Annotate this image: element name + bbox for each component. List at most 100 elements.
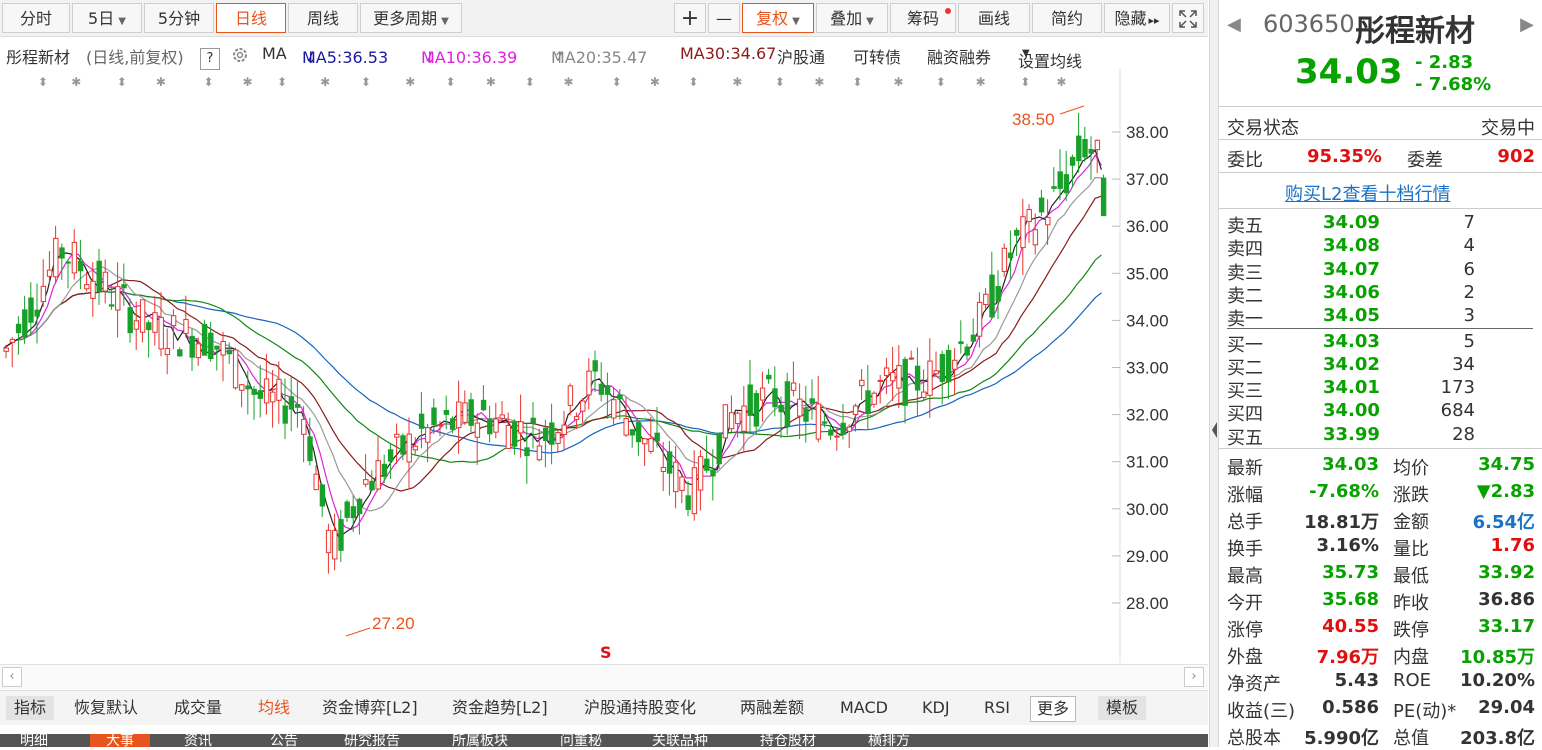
link-margin-trading[interactable]: 融资融券 [927,48,992,67]
event-marker-icon: ✱ [320,75,330,89]
nav-tab-sectors[interactable]: 所属板块 [452,734,508,747]
candle-body [77,260,84,272]
candle-body [828,429,834,436]
kline-chart[interactable]: 38.00 37.00 36.00 35.00 34.00 33.00 32.00 31.00… [0,68,1208,663]
y-tick-label: 37.00 [1126,170,1169,189]
period-more-dropdown[interactable]: 更多周期 ▼ [360,3,462,33]
period-tab-daily[interactable]: 日线 [216,3,286,33]
zoom-in-button[interactable]: + [674,3,706,33]
candle-body [40,285,47,303]
candle-body [356,498,363,515]
event-marker-icon: ⬍ [117,75,127,89]
fullscreen-button[interactable] [1172,3,1204,33]
ask-level-row[interactable]: 卖四 34.08 4 [1227,235,1475,261]
event-marker-icon: ⬍ [38,75,48,89]
indicator-tab-fund-trend[interactable]: 资金趋势[L2] [452,698,548,717]
nav-tab-news[interactable]: 资讯 [184,734,212,747]
ask-level-row[interactable]: 卖二 34.06 2 [1227,281,1475,307]
indicator-tab-margin-diff[interactable]: 两融差额 [740,698,805,717]
candle-body [425,427,431,443]
event-marker-icon: ⬍ [1020,75,1030,89]
candle-body [127,307,133,334]
candle-body [257,390,264,399]
panel-divider[interactable] [1209,0,1219,747]
indicator-tab-indicators[interactable]: 指标 [6,696,55,720]
candle-body [945,349,952,383]
candle-body [685,495,691,510]
candle-body [586,370,592,396]
stat-row: 换手 3.16% 量比 1.76 [1227,535,1535,560]
nav-tab-related[interactable]: 关联品种 [652,734,708,747]
candle-body [363,479,369,485]
indicator-tab-ma[interactable]: 均线 [258,698,291,717]
y-tick-label: 29.00 [1126,547,1169,566]
chip-distribution-button[interactable]: 筹码 [890,3,956,33]
high-price-label: 38.50 [1012,110,1055,129]
nav-tab-announcements[interactable]: 公告 [270,734,298,747]
bid-level-row[interactable]: 买一 34.03 5 [1227,330,1475,356]
ask-level-row[interactable]: 卖五 34.09 7 [1227,212,1475,237]
period-tab-intraday[interactable]: 分时 [2,3,70,33]
gear-icon[interactable] [230,45,250,69]
candle-body [511,421,518,447]
adjust-price-dropdown[interactable]: 复权 ▼ [742,3,814,33]
chart-scrollbar[interactable]: ‹ › [0,664,1208,689]
collapse-arrow-icon[interactable] [1210,420,1218,440]
indicator-tab-kdj[interactable]: KDJ [922,698,950,717]
bid-level-row[interactable]: 买三 34.01 173 [1227,377,1475,403]
nav-tab-ask-secretary[interactable]: 问董秘 [560,734,602,747]
indicator-tab-fund-game[interactable]: 资金博弈[L2] [322,698,418,717]
simple-mode-button[interactable]: 简约 [1032,3,1102,33]
indicator-tab-more[interactable]: 更多 [1030,696,1077,722]
bid-level-row[interactable]: 买五 33.99 28 [1227,423,1475,449]
indicator-tab-hk-holdings[interactable]: 沪股通持股变化 [584,698,697,717]
candle-body [648,438,654,452]
event-marker-icon: ⬍ [277,75,287,89]
zoom-out-button[interactable]: — [708,3,740,33]
candle-body [697,456,704,491]
ask-level-row[interactable]: 卖一 34.05 3 [1227,305,1475,331]
candle-body [1026,209,1032,222]
nav-tab-research[interactable]: 研究报告 [344,734,400,747]
candle-body [716,432,722,465]
candle-body [883,367,890,376]
draw-line-button[interactable]: 画线 [958,3,1030,33]
candle-body [400,435,406,455]
candle-body [666,451,673,474]
scroll-right-button[interactable]: › [1184,667,1204,687]
event-marker-icon: ⬍ [612,75,622,89]
event-marker-icon: ⬍ [775,75,785,89]
prev-stock-icon[interactable]: ◀ [1227,14,1241,35]
stat-row: 净资产 5.43 ROE 10.20% [1227,670,1535,695]
next-stock-icon[interactable]: ▶ [1520,14,1534,35]
indicator-tab-rsi[interactable]: RSI [984,698,1010,717]
candle-body [276,378,282,401]
candle-body [704,458,710,471]
period-tab-5min[interactable]: 5分钟 [144,3,214,33]
period-tab-weekly[interactable]: 周线 [288,3,358,33]
candle-body [914,365,921,391]
link-convertible-bond[interactable]: 可转债 [853,48,902,67]
separator [1219,172,1542,173]
hide-panel-button[interactable]: 隐藏 ▸▸ [1104,3,1170,33]
indicator-tab-volume[interactable]: 成交量 [174,698,223,717]
overlay-dropdown[interactable]: 叠加 ▼ [816,3,888,33]
ma10-line [3,154,1102,530]
indicator-tab-reset[interactable]: 恢复默认 [74,698,139,717]
separator [1219,448,1542,449]
nav-tab-holdings[interactable]: 持仓股材 [760,734,816,747]
buy-l2-link[interactable]: 购买L2查看十档行情 [1285,184,1451,205]
indicator-tab-macd[interactable]: MACD [840,698,888,717]
candle-body [9,338,16,343]
bid-level-row[interactable]: 买四 34.00 684 [1227,400,1475,426]
nav-tab-events[interactable]: 大事 [90,734,150,747]
nav-tab-horizontal[interactable]: 横排方 [868,734,910,747]
ask-level-row[interactable]: 卖三 34.07 6 [1227,258,1475,284]
scroll-left-button[interactable]: ‹ [2,667,22,687]
nav-tab-detail[interactable]: 明细 [20,734,48,747]
candle-body [871,392,877,405]
link-hk-connect[interactable]: 沪股通 [777,48,826,67]
bid-level-row[interactable]: 买二 34.02 34 [1227,353,1475,379]
indicator-tab-template[interactable]: 模板 [1098,696,1147,720]
period-tab-5day[interactable]: 5日 ▼ [72,3,142,33]
